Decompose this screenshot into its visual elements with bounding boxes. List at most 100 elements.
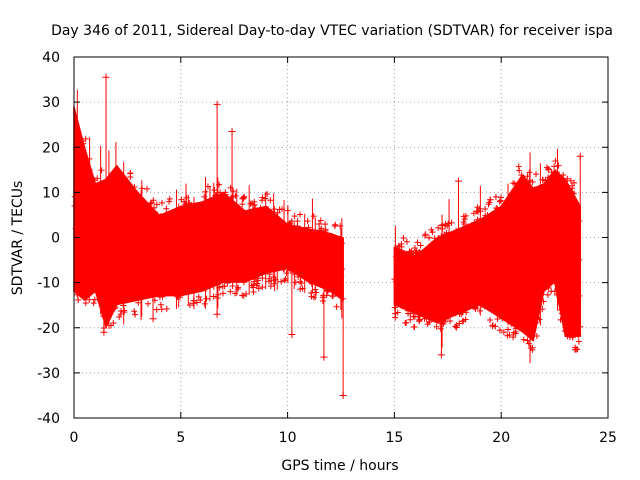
data-point [456, 311, 463, 318]
data-point [441, 318, 448, 325]
x-tick-label: 5 [176, 430, 185, 446]
data-point [142, 255, 149, 262]
data-point [241, 249, 248, 256]
data-point [491, 247, 498, 254]
data-point [415, 313, 422, 320]
data-point [229, 193, 236, 200]
data-point [410, 270, 417, 277]
data-point [80, 176, 87, 183]
data-point [317, 217, 324, 224]
data-point [500, 214, 507, 221]
data-point [116, 314, 123, 321]
x-tick-label: 25 [599, 430, 617, 446]
data-point [402, 255, 409, 262]
data-point [279, 226, 286, 233]
data-point [411, 245, 418, 252]
data-point [93, 231, 100, 238]
data-point [494, 205, 501, 212]
data-point [543, 274, 550, 281]
data-point [255, 285, 262, 292]
data-point [114, 239, 121, 246]
data-point [413, 256, 420, 263]
data-point [230, 232, 237, 239]
data-point [96, 182, 103, 189]
data-point [395, 293, 402, 300]
data-point [433, 294, 440, 301]
data-point [500, 270, 507, 277]
data-point [551, 243, 558, 250]
data-point [191, 269, 198, 276]
data-point [147, 200, 154, 207]
data-point [573, 210, 580, 217]
data-point [119, 178, 126, 185]
data-point [398, 253, 405, 260]
data-point [563, 197, 570, 204]
data-point [159, 249, 166, 256]
data-point [319, 277, 326, 284]
data-point [418, 306, 425, 313]
data-point [544, 291, 551, 298]
data-point [544, 283, 551, 290]
data-point [517, 279, 524, 286]
data-point [132, 311, 139, 318]
data-point [414, 239, 421, 246]
data-point [512, 261, 519, 268]
data-point [551, 273, 558, 280]
data-point [558, 299, 565, 306]
data-point [297, 211, 304, 218]
data-point [484, 234, 491, 241]
data-point [288, 331, 296, 339]
data-point [157, 232, 164, 239]
data-point [227, 288, 234, 295]
data-point [559, 195, 566, 202]
data-point [325, 286, 332, 293]
data-point [254, 280, 261, 287]
data-point [573, 222, 580, 229]
data-point [547, 258, 554, 265]
data-point [87, 255, 94, 262]
data-point [119, 272, 126, 279]
data-point [223, 222, 230, 229]
data-point [156, 255, 163, 262]
data-point [494, 240, 501, 247]
data-point [570, 247, 577, 254]
data-point [532, 280, 539, 287]
data-point [230, 199, 237, 206]
data-point [80, 222, 87, 229]
data-point [186, 200, 193, 207]
data-point [528, 213, 535, 220]
data-point [458, 235, 465, 242]
data-point [100, 313, 107, 320]
data-point [127, 235, 134, 242]
data-point [295, 253, 302, 260]
x-axis-label: GPS time / hours [281, 458, 398, 474]
data-point [110, 249, 117, 256]
data-point [498, 303, 505, 310]
data-point [209, 269, 216, 276]
y-tick-label: 10 [42, 185, 60, 201]
data-point [496, 308, 503, 315]
data-point [520, 260, 527, 267]
data-point [568, 291, 575, 298]
data-point [425, 271, 432, 278]
data-point [573, 310, 580, 317]
data-point [460, 301, 467, 308]
data-point [571, 179, 578, 186]
data-point [237, 233, 244, 240]
data-point [398, 296, 405, 303]
data-point [226, 245, 233, 252]
data-point [320, 292, 327, 299]
data-point [332, 265, 339, 272]
data-point [420, 259, 427, 266]
data-point [499, 292, 506, 299]
data-point [474, 216, 481, 223]
data-point [176, 287, 183, 294]
data-point [567, 261, 574, 268]
data-point [557, 316, 564, 323]
data-point [78, 193, 85, 200]
data-point [254, 277, 261, 284]
data-point [490, 271, 497, 278]
data-point [294, 269, 301, 276]
data-point [520, 336, 527, 343]
data-point [330, 253, 337, 260]
